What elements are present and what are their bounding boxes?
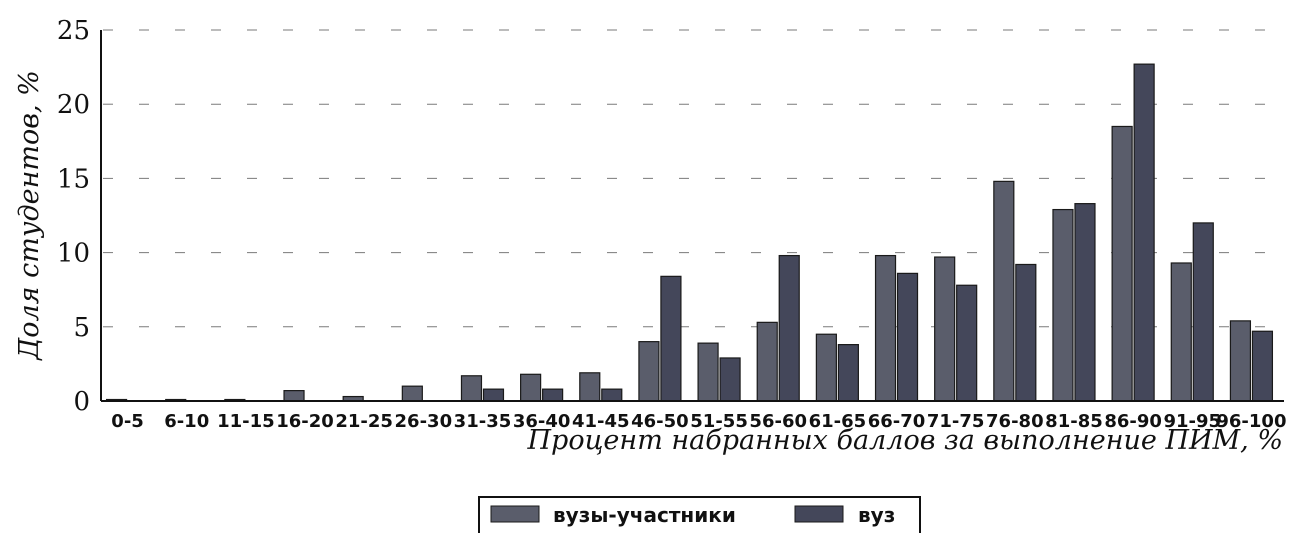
bar-university-71-75 xyxy=(956,284,978,402)
bar-university-66-70 xyxy=(896,272,919,402)
x-tick-labels: 0-5 6-10 11-15 16-20 21-25 26-30 31-35 36-40 41-… xyxy=(111,411,1286,432)
y-tick-label: 10 xyxy=(57,239,90,269)
x-tick-label: 41-45 xyxy=(572,411,630,432)
bar-universities-91-95 xyxy=(1170,262,1192,402)
legend: вузы-участники вуз xyxy=(478,496,921,533)
x-tick-label: 56-60 xyxy=(749,411,807,432)
x-tick-label: 26-30 xyxy=(395,411,453,432)
y-axis-title: Доля студентов, % xyxy=(14,70,45,361)
bar-universities-66-70 xyxy=(874,254,897,402)
legend-swatch-universities xyxy=(490,505,540,523)
bar-universities-16-20 xyxy=(283,390,305,402)
x-tick-label: 46-50 xyxy=(631,411,689,432)
x-tick-label: 61-65 xyxy=(809,411,867,432)
x-tick-label: 16-20 xyxy=(276,411,334,432)
bar-university-41-45 xyxy=(601,388,623,402)
bar-universities-51-55 xyxy=(697,342,719,402)
x-tick-label: 71-75 xyxy=(927,411,985,432)
y-tick-label: 0 xyxy=(73,387,90,417)
legend-label-university: вуз xyxy=(858,503,895,527)
legend-label-universities: вузы-участники xyxy=(553,503,736,527)
bar-universities-26-30 xyxy=(401,385,423,402)
bar-universities-61-65 xyxy=(815,333,837,402)
bar-universities-81-85 xyxy=(1052,208,1074,402)
x-tick-label: 76-80 xyxy=(986,411,1044,432)
bar-university-56-60 xyxy=(778,254,800,402)
bar-university-36-40 xyxy=(542,388,564,402)
x-tick-label: 31-35 xyxy=(454,411,512,432)
bar-universities-46-50 xyxy=(638,341,660,402)
x-tick-label: 21-25 xyxy=(335,411,393,432)
x-tick-label: 6-10 xyxy=(164,411,209,432)
y-tick-label: 25 xyxy=(57,16,90,46)
y-tick-labels: 0 5 10 15 20 25 xyxy=(57,16,90,417)
x-tick-label: 81-85 xyxy=(1045,411,1103,432)
bar-university-76-80 xyxy=(1015,263,1037,402)
bar-university-86-90 xyxy=(1133,63,1155,402)
x-tick-label: 0-5 xyxy=(111,411,144,432)
x-tick-label: 36-40 xyxy=(513,411,571,432)
bar-university-61-65 xyxy=(837,344,859,402)
grid-lines xyxy=(103,29,1284,328)
x-axis-title: Процент набранных баллов за выполнение П… xyxy=(527,425,1284,456)
bar-universities-71-75 xyxy=(934,256,956,402)
bar-university-31-35 xyxy=(482,388,505,402)
bar-universities-36-40 xyxy=(520,373,542,402)
x-tick-label: 86-90 xyxy=(1104,411,1162,432)
bar-university-91-95 xyxy=(1192,222,1214,402)
bar-university-46-50 xyxy=(660,275,682,402)
y-tick-label: 5 xyxy=(73,313,90,343)
legend-box xyxy=(478,496,921,533)
bar-university-51-55 xyxy=(719,357,741,402)
x-tick-label: 96-100 xyxy=(1216,411,1286,432)
bar-universities-31-35 xyxy=(460,375,483,402)
legend-swatch-university xyxy=(794,505,844,523)
x-tick-label: 91-95 xyxy=(1163,411,1221,432)
bar-universities-96-100 xyxy=(1229,320,1252,402)
bars-group xyxy=(105,63,1274,402)
y-tick-label: 20 xyxy=(57,90,90,120)
bar-universities-56-60 xyxy=(756,321,778,402)
x-tick-label: 11-15 xyxy=(217,411,275,432)
x-tick-label: 66-70 xyxy=(868,411,926,432)
bar-universities-76-80 xyxy=(993,180,1015,402)
bar-university-81-85 xyxy=(1074,203,1096,402)
bar-universities-86-90 xyxy=(1111,125,1133,402)
bar-universities-41-45 xyxy=(579,372,601,402)
bar-university-96-100 xyxy=(1251,330,1274,402)
y-tick-label: 15 xyxy=(57,164,90,194)
x-tick-label: 51-55 xyxy=(690,411,748,432)
